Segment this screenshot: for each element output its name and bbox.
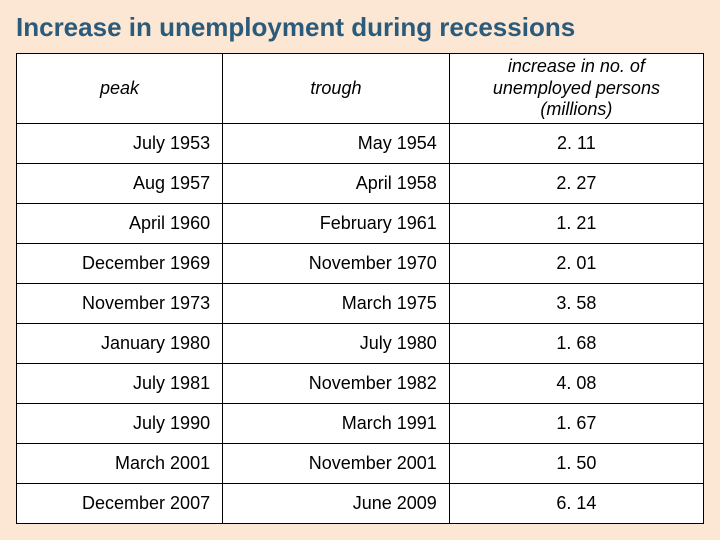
cell-trough: November 1970: [223, 244, 450, 284]
cell-peak: January 1980: [17, 324, 223, 364]
table-row: November 1973 March 1975 3. 58: [17, 284, 704, 324]
cell-trough: July 1980: [223, 324, 450, 364]
cell-trough: June 2009: [223, 484, 450, 524]
cell-peak: July 1953: [17, 124, 223, 164]
cell-trough: March 1991: [223, 404, 450, 444]
cell-trough: April 1958: [223, 164, 450, 204]
table-row: January 1980 July 1980 1. 68: [17, 324, 704, 364]
cell-peak: July 1990: [17, 404, 223, 444]
cell-increase: 4. 08: [449, 364, 703, 404]
table-row: December 2007 June 2009 6. 14: [17, 484, 704, 524]
col-header-increase: increase in no. of unemployed persons (m…: [449, 54, 703, 124]
table-row: December 1969 November 1970 2. 01: [17, 244, 704, 284]
table-row: July 1990 March 1991 1. 67: [17, 404, 704, 444]
cell-peak: December 1969: [17, 244, 223, 284]
col-header-peak: peak: [17, 54, 223, 124]
table-row: March 2001 November 2001 1. 50: [17, 444, 704, 484]
table-row: July 1953 May 1954 2. 11: [17, 124, 704, 164]
cell-peak: July 1981: [17, 364, 223, 404]
cell-increase: 1. 21: [449, 204, 703, 244]
cell-increase: 2. 01: [449, 244, 703, 284]
table-row: Aug 1957 April 1958 2. 27: [17, 164, 704, 204]
cell-trough: March 1975: [223, 284, 450, 324]
cell-increase: 1. 68: [449, 324, 703, 364]
table-row: April 1960 February 1961 1. 21: [17, 204, 704, 244]
cell-peak: December 2007: [17, 484, 223, 524]
recession-table: peak trough increase in no. of unemploye…: [16, 53, 704, 524]
cell-increase: 1. 50: [449, 444, 703, 484]
table-row: July 1981 November 1982 4. 08: [17, 364, 704, 404]
cell-peak: November 1973: [17, 284, 223, 324]
cell-peak: April 1960: [17, 204, 223, 244]
cell-increase: 1. 67: [449, 404, 703, 444]
cell-peak: March 2001: [17, 444, 223, 484]
cell-trough: May 1954: [223, 124, 450, 164]
cell-increase: 3. 58: [449, 284, 703, 324]
page-title: Increase in unemployment during recessio…: [16, 12, 704, 43]
cell-increase: 6. 14: [449, 484, 703, 524]
table-header-row: peak trough increase in no. of unemploye…: [17, 54, 704, 124]
cell-increase: 2. 27: [449, 164, 703, 204]
cell-peak: Aug 1957: [17, 164, 223, 204]
cell-trough: November 2001: [223, 444, 450, 484]
cell-trough: February 1961: [223, 204, 450, 244]
col-header-trough: trough: [223, 54, 450, 124]
cell-increase: 2. 11: [449, 124, 703, 164]
cell-trough: November 1982: [223, 364, 450, 404]
